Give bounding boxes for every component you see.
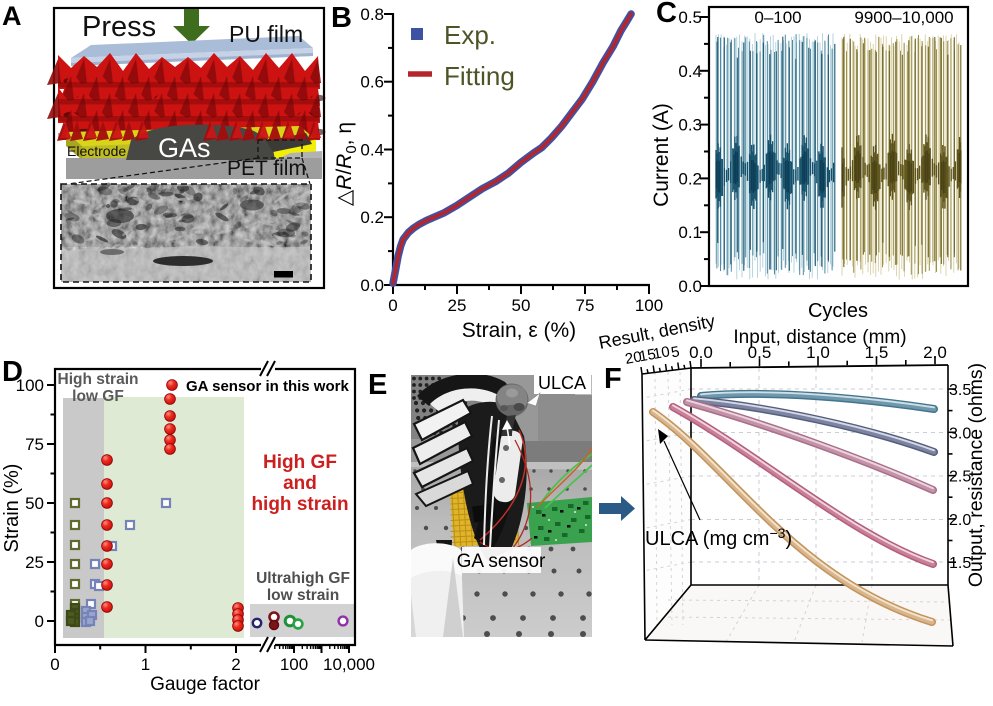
svg-text:25: 25 — [25, 553, 44, 572]
svg-text:0.3: 0.3 — [678, 116, 702, 135]
svg-text:0.0: 0.0 — [689, 343, 713, 362]
svg-text:0: 0 — [35, 612, 44, 631]
svg-text:0.2: 0.2 — [360, 208, 384, 227]
svg-text:0.4: 0.4 — [360, 141, 384, 160]
svg-text:25: 25 — [448, 296, 467, 315]
svg-text:0.1: 0.1 — [678, 223, 702, 242]
svg-text:0: 0 — [50, 655, 59, 674]
svg-text:2.0: 2.0 — [949, 512, 971, 529]
svg-text:ULCA: ULCA — [538, 373, 586, 393]
svg-text:1: 1 — [141, 655, 150, 674]
svg-text:Press: Press — [82, 11, 156, 43]
svg-text:0.6: 0.6 — [360, 73, 384, 92]
svg-text:20: 20 — [624, 348, 643, 368]
svg-text:100: 100 — [635, 296, 663, 315]
svg-text:low strain: low strain — [267, 587, 339, 604]
svg-text:Strain, ε (%): Strain, ε (%) — [462, 319, 576, 342]
svg-text:High strain: High strain — [58, 371, 139, 388]
svg-text:15: 15 — [638, 346, 657, 366]
svg-text:and: and — [283, 473, 317, 494]
svg-text:0.5: 0.5 — [678, 8, 702, 27]
svg-text:0.2: 0.2 — [678, 169, 702, 188]
svg-text:50: 50 — [512, 296, 531, 315]
svg-text:GA sensor in this work: GA sensor in this work — [186, 378, 349, 395]
svg-text:100: 100 — [16, 376, 44, 395]
svg-text:GA sensor: GA sensor — [457, 551, 546, 572]
svg-text:3.5: 3.5 — [949, 382, 971, 399]
svg-text:0.8: 0.8 — [360, 5, 384, 24]
svg-text:PU film: PU film — [229, 21, 303, 47]
svg-text:1.5: 1.5 — [949, 555, 971, 572]
svg-text:Exp.: Exp. — [444, 20, 496, 50]
svg-text:E: E — [368, 369, 387, 401]
svg-text:5: 5 — [670, 343, 681, 361]
svg-text:0.5: 0.5 — [748, 343, 772, 362]
svg-text:Ultrahigh GF: Ultrahigh GF — [256, 570, 350, 587]
svg-text:low GF: low GF — [72, 388, 124, 405]
svg-text:3.0: 3.0 — [949, 425, 971, 442]
svg-text:Current (A): Current (A) — [650, 103, 673, 207]
svg-text:75: 75 — [25, 435, 44, 454]
svg-text:F: F — [604, 363, 622, 395]
svg-text:1.0: 1.0 — [806, 343, 830, 362]
svg-text:Input, distance (mm): Input, distance (mm) — [733, 327, 906, 348]
svg-text:0–100: 0–100 — [754, 8, 801, 27]
svg-text:ULCA (mg cm−3): ULCA (mg cm−3) — [645, 525, 792, 550]
svg-text:9900–10,000: 9900–10,000 — [854, 8, 953, 27]
svg-text:C: C — [656, 0, 677, 29]
svg-text:Gauge factor: Gauge factor — [150, 674, 261, 695]
svg-text:D: D — [2, 356, 23, 388]
svg-text:Fitting: Fitting — [444, 61, 515, 91]
svg-text:Electrode: Electrode — [67, 143, 126, 159]
svg-text:0.4: 0.4 — [678, 62, 702, 81]
svg-text:10: 10 — [652, 343, 671, 363]
svg-text:Cycles: Cycles — [808, 300, 868, 322]
svg-text:Output, resistance (ohms): Output, resistance (ohms) — [965, 363, 987, 587]
svg-text:100: 100 — [280, 655, 308, 674]
svg-text:Strain (%): Strain (%) — [1, 464, 23, 553]
svg-text:PET film: PET film — [227, 157, 306, 180]
svg-text:0.0: 0.0 — [678, 277, 702, 296]
svg-text:2.0: 2.0 — [923, 343, 947, 362]
svg-text:2.5: 2.5 — [949, 469, 971, 486]
svg-text:10,000: 10,000 — [323, 655, 375, 674]
svg-text:2: 2 — [231, 655, 240, 674]
svg-text:0.0: 0.0 — [360, 276, 384, 295]
svg-text:High GF: High GF — [263, 452, 337, 473]
svg-text:GAs: GAs — [158, 133, 211, 163]
svg-text:high strain: high strain — [251, 494, 348, 515]
svg-text:1.5: 1.5 — [865, 343, 889, 362]
svg-text:0: 0 — [388, 296, 397, 315]
svg-text:50: 50 — [25, 494, 44, 513]
svg-text:B: B — [331, 2, 352, 34]
svg-text:75: 75 — [576, 296, 595, 315]
svg-text:A: A — [2, 1, 22, 31]
svg-text:△R/R0, η: △R/R0, η — [333, 122, 360, 206]
